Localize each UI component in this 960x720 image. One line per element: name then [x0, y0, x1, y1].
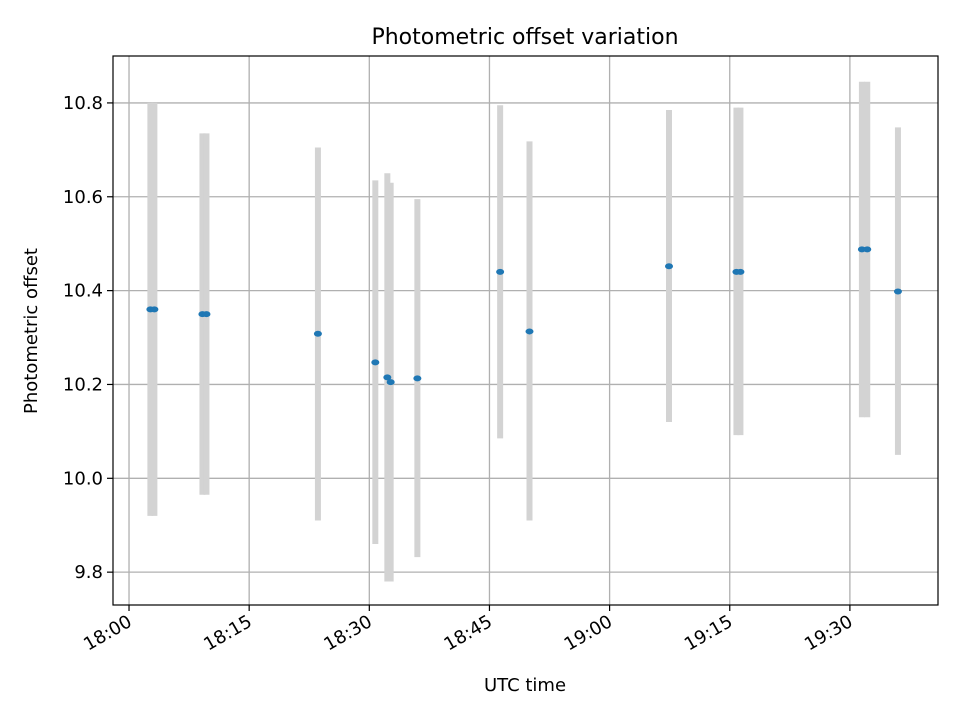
data-point [736, 268, 745, 275]
x-tick-label: 18:15 [200, 611, 255, 655]
data-point [665, 263, 674, 270]
x-tick-label: 18:30 [320, 611, 375, 655]
data-point [386, 379, 395, 386]
grid [113, 56, 938, 605]
data-point [413, 375, 422, 382]
x-tick-label: 19:00 [561, 611, 616, 655]
x-tick-label: 18:45 [441, 611, 496, 655]
error-bars [147, 81, 901, 582]
x-tick-label: 18:00 [80, 611, 135, 655]
data-point [371, 359, 380, 366]
y-tick-label: 10.2 [63, 374, 103, 395]
y-axis-ticks: 9.8 10.0 10.2 10.4 10.6 10.8 [63, 93, 113, 583]
data-points [146, 246, 902, 386]
data-point [313, 330, 322, 337]
plot-frame [112, 55, 939, 606]
y-tick-label: 10.4 [63, 281, 103, 302]
data-point [525, 328, 534, 335]
y-axis-label: Photometric offset [21, 248, 42, 414]
data-point [150, 306, 159, 313]
x-axis-label: UTC time [484, 675, 566, 696]
x-axis-ticks: 18:00 18:15 18:30 18:45 19:00 19:15 19:30 [80, 605, 856, 655]
y-tick-label: 10.8 [63, 93, 103, 114]
y-tick-label: 9.8 [74, 562, 103, 583]
data-point [202, 311, 211, 318]
y-tick-label: 10.6 [63, 187, 103, 208]
data-point [383, 374, 392, 381]
data-point [863, 246, 872, 253]
x-tick-label: 19:15 [681, 611, 736, 655]
x-tick-label: 19:30 [801, 611, 856, 655]
data-point [496, 268, 505, 275]
y-tick-label: 10.0 [63, 468, 103, 489]
chart-title: Photometric offset variation [371, 25, 678, 50]
data-point [893, 288, 902, 295]
